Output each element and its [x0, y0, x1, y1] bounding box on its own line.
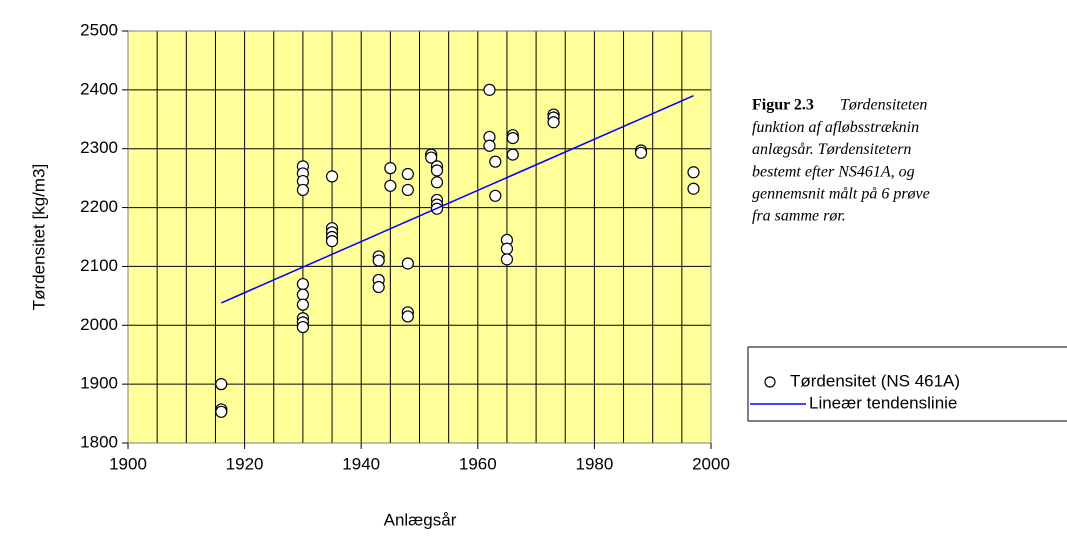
- point: [547, 116, 560, 129]
- point: [296, 320, 309, 334]
- point: [372, 280, 385, 294]
- legend-label: Tørdensitet (NS 461A): [790, 371, 960, 390]
- x-tick-label: 1960: [459, 454, 497, 473]
- x-axis-title: Anlægsår: [384, 510, 457, 529]
- point: [372, 254, 385, 267]
- point: [325, 235, 339, 248]
- point: [430, 164, 444, 177]
- point: [401, 167, 414, 181]
- point: [506, 132, 519, 145]
- caption-line: funktion af afløbsstræknin: [752, 119, 919, 136]
- caption-line: gennemsnit målt på 6 prøve: [752, 185, 930, 202]
- point: [215, 405, 228, 418]
- point: [296, 183, 309, 197]
- point: [506, 148, 519, 161]
- point: [296, 288, 309, 301]
- point: [215, 378, 228, 391]
- legend-label: Lineær tendenslinie: [809, 393, 957, 412]
- point: [483, 139, 496, 152]
- point: [401, 310, 414, 323]
- point: [401, 257, 414, 270]
- point: [325, 170, 339, 183]
- point: [425, 151, 438, 164]
- trend-line: [220, 95, 694, 304]
- y-tick-label: 2100: [80, 256, 118, 275]
- x-tick-label: 1900: [109, 454, 147, 473]
- point: [384, 179, 397, 192]
- caption-line: fra samme rør.: [752, 208, 846, 225]
- point: [430, 176, 444, 189]
- legend-box: [747, 346, 1067, 422]
- point: [634, 146, 648, 159]
- caption-line: anlægsår. Tørdensitetern: [752, 141, 911, 158]
- x-tick-label: 2000: [692, 454, 730, 473]
- point: [687, 182, 700, 195]
- x-tick-label: 1920: [226, 454, 264, 473]
- point: [483, 83, 496, 96]
- y-tick-label: 1900: [80, 374, 118, 393]
- point: [296, 277, 309, 291]
- point: [500, 253, 514, 266]
- point: [687, 166, 700, 179]
- caption-line: bestemt efter NS461A, og: [752, 163, 915, 180]
- plot-border: [127, 30, 712, 444]
- y-tick-label: 2000: [80, 315, 118, 334]
- y-tick-label: 2300: [80, 138, 118, 157]
- point: [500, 242, 514, 255]
- y-tick-label: 2500: [80, 20, 118, 39]
- point: [489, 155, 502, 168]
- x-tick-label: 1980: [575, 454, 613, 473]
- x-tick-label: 1940: [342, 454, 380, 473]
- point: [489, 189, 502, 202]
- point: [401, 183, 414, 197]
- y-tick-label: 2200: [80, 197, 118, 216]
- point: [296, 298, 309, 311]
- y-axis-title: Tørdensitet [kg/m3]: [29, 164, 48, 310]
- caption-line: Tørdensiteten: [840, 97, 927, 114]
- caption-label: Figur 2.3: [752, 97, 814, 114]
- point: [384, 162, 397, 175]
- y-tick-label: 1800: [80, 432, 118, 451]
- legend-marker: [764, 376, 776, 388]
- y-tick-label: 2400: [80, 79, 118, 98]
